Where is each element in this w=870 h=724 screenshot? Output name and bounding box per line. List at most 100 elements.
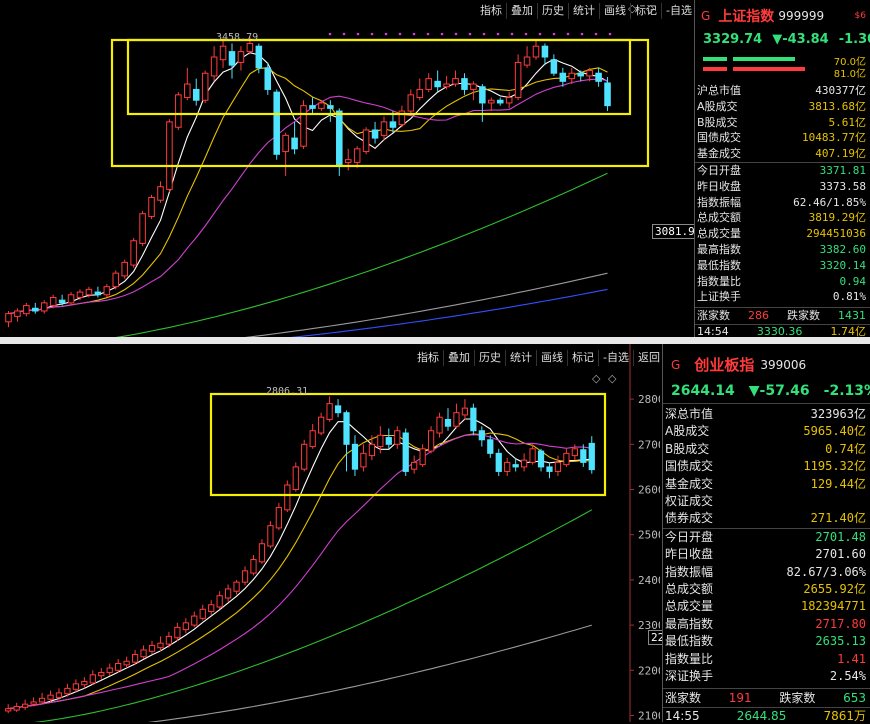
ma10-line <box>8 67 608 315</box>
toolbar-button[interactable]: 画线 <box>599 3 630 19</box>
candle <box>89 670 96 685</box>
toolbar-button[interactable]: 统计 <box>505 350 536 366</box>
candle-body <box>255 45 263 69</box>
chinext-kline-chart[interactable]: 2100 2200 2300 2400 2500 2600 2700 2800 ◇ ◇ <box>0 344 660 722</box>
stat-row: 指数量比 0.94 <box>695 274 870 290</box>
candle-body <box>461 407 469 416</box>
candle <box>40 300 48 314</box>
candle-body <box>351 443 359 470</box>
stat-value: 2701.60 <box>815 547 866 562</box>
event-marker <box>398 32 402 36</box>
stat-value: 5.61亿 <box>828 115 867 129</box>
candle <box>419 444 426 467</box>
candle <box>416 78 424 101</box>
candle-body <box>434 80 441 88</box>
candle-body <box>479 86 486 104</box>
candle <box>362 127 370 155</box>
toolbar-button[interactable]: 历史 <box>474 350 505 366</box>
candle <box>267 521 274 549</box>
candle <box>32 302 39 314</box>
toolbar-button[interactable]: -自选 <box>598 350 633 366</box>
event-marker <box>426 32 430 36</box>
candle-body <box>14 310 21 317</box>
index-name: 创业板指 <box>694 356 755 374</box>
toolbar-button[interactable]: 标记 <box>630 3 661 19</box>
event-marker <box>454 32 458 36</box>
toolbar-button[interactable]: -自选 <box>661 3 696 19</box>
stat-row: 总成交额 3819.29亿 <box>695 210 870 226</box>
candle-body <box>411 461 418 470</box>
candle <box>571 444 578 461</box>
candle-body <box>505 97 513 104</box>
shanghai-index-panel: 2950300030503100315032003250330033503400… <box>0 0 870 352</box>
candle-body <box>394 430 401 445</box>
candle <box>103 283 111 298</box>
candle <box>495 448 502 476</box>
stat-label: 最高指数 <box>697 242 741 256</box>
ma20-line <box>8 434 592 710</box>
top-info-panel: G 上证指数 999999 $6 3329.74 ▼-43.84 -1.30% … <box>694 0 870 352</box>
stat-value: 0.94 <box>839 274 867 288</box>
last-price: 3329.74 <box>703 32 763 47</box>
toolbar-button[interactable]: 标记 <box>567 350 598 366</box>
candle <box>282 132 289 176</box>
stat-label: 指数振幅 <box>697 195 741 209</box>
candle <box>588 436 595 474</box>
up-count: 191 <box>728 690 752 705</box>
candle-body <box>30 701 37 705</box>
top-stats-list: 沪总市值 430377亿 A股成交 3813.68亿 B股成交 5.61亿 国债成交 1048… <box>695 83 870 305</box>
candle <box>318 100 325 112</box>
toolbar-button[interactable]: 指标 <box>417 351 439 364</box>
stat-label: 债券成交 <box>665 511 714 526</box>
candle-body <box>580 449 587 463</box>
candle <box>427 426 435 454</box>
candle-body <box>368 443 376 457</box>
stat-label: 国债成交 <box>665 459 714 474</box>
stat-value: 10483.77亿 <box>802 131 866 145</box>
candle-body <box>326 403 333 420</box>
candle-body <box>32 307 39 312</box>
candle <box>292 462 299 492</box>
y-tick-label: 2600 <box>638 484 660 497</box>
stat-row: 权证成交 <box>663 493 870 510</box>
candle <box>250 555 257 576</box>
candle-body <box>425 78 432 90</box>
stat-row: 沪总市值 430377亿 <box>695 83 870 99</box>
stat-label: 沪总市值 <box>697 84 741 97</box>
y-tick-label: 2500 <box>638 529 660 542</box>
index-name: 上证指数 <box>718 9 775 25</box>
stat-row: 基金成交 129.44亿 <box>663 476 870 493</box>
price-change-pct: -2.13% <box>823 383 870 399</box>
candle <box>385 428 392 449</box>
candle <box>148 640 156 655</box>
stat-value: 1.41 <box>837 651 866 666</box>
candle-body <box>273 91 280 155</box>
stat-value: 2.54% <box>829 669 866 684</box>
candle <box>192 78 200 106</box>
toolbar-button[interactable]: 返回 <box>632 350 664 366</box>
candle-body <box>407 94 415 112</box>
toolbar-button[interactable]: 历史 <box>537 3 568 19</box>
candle <box>425 73 432 93</box>
shanghai-kline-chart[interactable]: 2950300030503100315032003250330033503400… <box>0 0 660 340</box>
stat-value: 2701.48 <box>815 529 866 544</box>
toolbar-button[interactable]: 统计 <box>568 3 599 19</box>
candle-body <box>38 697 46 703</box>
candle <box>326 396 333 422</box>
tick-volume: 1.74亿 <box>830 325 866 339</box>
candle <box>191 611 198 628</box>
candle-body <box>512 464 519 468</box>
candle-body <box>568 72 576 80</box>
toolbar-button[interactable]: 叠加 <box>506 3 537 19</box>
stat-row: B股成交 5.61亿 <box>695 115 870 131</box>
toolbar-button[interactable]: 画线 <box>536 350 567 366</box>
candle-body <box>174 626 181 639</box>
candle <box>23 302 30 317</box>
toolbar-button[interactable]: 指标 <box>480 4 502 17</box>
candle <box>94 286 102 298</box>
candle <box>123 656 130 669</box>
toolbar-button[interactable]: 叠加 <box>443 350 474 366</box>
y-tick-label: 2200 <box>638 664 660 677</box>
event-marker <box>524 32 528 36</box>
stat-value: 3320.14 <box>819 258 866 272</box>
